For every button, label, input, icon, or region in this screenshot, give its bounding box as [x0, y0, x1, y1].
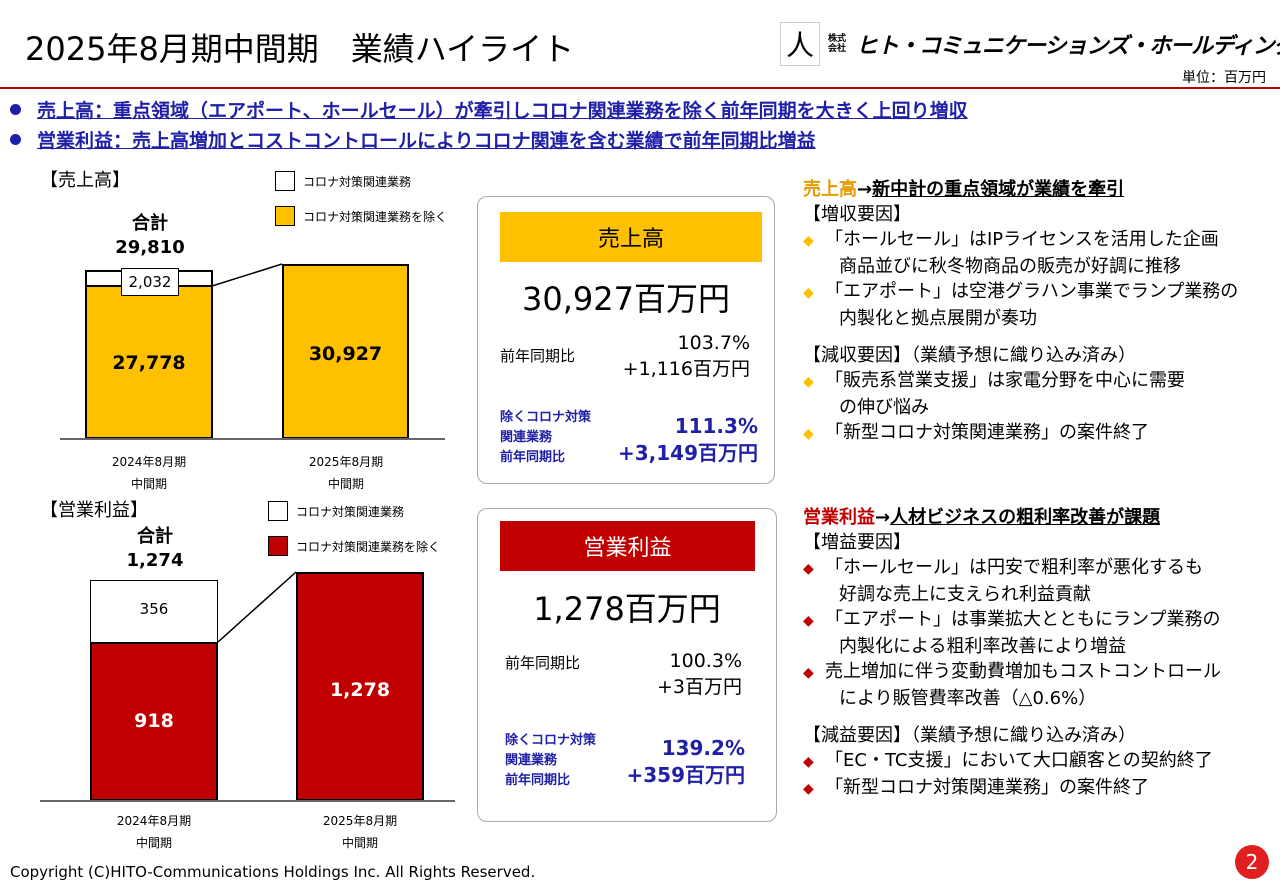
bar-label: 30,927 [308, 343, 383, 365]
axis-baseline [60, 438, 445, 440]
legend-swatch [268, 501, 288, 521]
axis-baseline [40, 800, 455, 802]
x-tick-label: 2024年8月期 中間期 [111, 455, 187, 491]
legend-swatch [275, 171, 295, 191]
connector-line [211, 263, 283, 287]
legend-excl: コロナ対策関連業務を除く [268, 536, 440, 556]
profit-heading: 営業利益→人材ビジネスの粗利率改善が課題 [803, 507, 1161, 528]
bullet-text: 営業利益：売上高増加とコストコントロールによりコロナ関連を含む業績で前年同期比増… [37, 130, 816, 152]
bullet-icon [10, 134, 21, 145]
diamond-icon: ◆ [803, 285, 814, 301]
bullet-profit: 営業利益：売上高増加とコストコントロールによりコロナ関連を含む業績で前年同期比増… [10, 126, 816, 153]
profit-commentary: 営業利益→人材ビジネスの粗利率改善が課題 【増益要因】 ◆ 「ホールセール」は円安… [803, 505, 1221, 802]
company-logo: 人 株式会社 ヒト・コミュニケーションズ・ホールディングス [780, 22, 1280, 66]
yoy-label: 前年同期比 [505, 654, 581, 672]
copyright: Copyright (C)HITO-Communications Holding… [10, 863, 536, 881]
diamond-icon: ◆ [803, 665, 814, 681]
legend-excl: コロナ対策関連業務を除く [275, 206, 447, 226]
sales-yoy: 103.7% +1,116百万円 [622, 332, 750, 380]
legend-swatch [275, 206, 295, 226]
yoy-label: 前年同期比 [500, 347, 576, 365]
ex-covid-label: 除くコロナ対策 関連業務 前年同期比 [505, 733, 597, 788]
sales-ex-covid-yoy: 111.3% +3,149百万円 [617, 414, 758, 465]
sales-card-header: 売上高 [500, 212, 762, 262]
sales-total: 合計 29,810 [115, 213, 185, 258]
x-tick-label: 2025年8月期 中間期 [322, 814, 398, 850]
legend-swatch [268, 536, 288, 556]
x-tick-label: 2025年8月期 中間期 [308, 455, 384, 491]
profit-yoy: 100.3% +3百万円 [656, 650, 742, 698]
logo-mark-icon: 人 [780, 22, 820, 66]
profit-chart-title: 【営業利益】 [40, 500, 148, 521]
legend-label: コロナ対策関連業務を除く [303, 209, 448, 224]
legend-label: コロナ対策関連業務 [296, 504, 405, 519]
diamond-icon: ◆ [803, 781, 814, 797]
profit-ex-covid-yoy: 139.2% +359百万円 [626, 736, 745, 787]
profit-value: 1,278百万円 [533, 590, 721, 628]
company-name: ヒト・コミュニケーションズ・ホールディングス [856, 34, 1280, 59]
legend-label: コロナ対策関連業務 [303, 174, 412, 189]
sales-commentary: 売上高→新中計の重点領域が業績を牽引 【増収要因】 ◆ 「ホールセール」はIPライ… [803, 177, 1238, 447]
diamond-icon: ◆ [803, 754, 814, 770]
connector-line [217, 571, 297, 643]
profit-summary-card [477, 508, 777, 822]
bar-label: 1,278 [329, 679, 391, 701]
sales-summary-card [477, 196, 775, 484]
company-small: 株式会社 [828, 34, 847, 54]
unit-label: 単位：百万円 [1182, 70, 1266, 86]
bullet-text: 売上高：重点領域（エアポート、ホールセール）が牽引しコロナ関連業務を除く前年同期… [37, 100, 968, 122]
legend-covid: コロナ対策関連業務 [275, 171, 411, 191]
page-title: 2025年8月期中間期 業績ハイライト [25, 30, 575, 68]
ex-covid-label: 除くコロナ対策 関連業務 前年同期比 [500, 410, 592, 465]
profit-total: 合計 1,274 [126, 526, 184, 571]
bar-label: 918 [134, 710, 174, 732]
diamond-icon: ◆ [803, 426, 814, 442]
profit-card-header: 営業利益 [500, 521, 755, 571]
sales-heading: 売上高→新中計の重点領域が業績を牽引 [803, 179, 1125, 200]
diamond-icon: ◆ [803, 374, 814, 390]
bar-2024-excl [85, 285, 213, 439]
bullet-sales: 売上高：重点領域（エアポート、ホールセール）が牽引しコロナ関連業務を除く前年同期… [10, 96, 968, 123]
page-number: 2 [1235, 845, 1269, 879]
legend-label: コロナ対策関連業務を除く [296, 539, 441, 554]
bar-label: 27,778 [112, 352, 186, 374]
sales-value: 30,927百万円 [522, 280, 730, 318]
bullet-icon [10, 104, 21, 115]
sales-chart-title: 【売上高】 [40, 170, 130, 191]
legend-covid: コロナ対策関連業務 [268, 501, 404, 521]
bar-label: 356 [139, 600, 169, 618]
bar-label-covid: 2,032 [121, 268, 179, 296]
diamond-icon: ◆ [803, 613, 814, 629]
header-divider [0, 87, 1280, 89]
x-tick-label: 2024年8月期 中間期 [116, 814, 192, 850]
diamond-icon: ◆ [803, 233, 814, 249]
diamond-icon: ◆ [803, 561, 814, 577]
